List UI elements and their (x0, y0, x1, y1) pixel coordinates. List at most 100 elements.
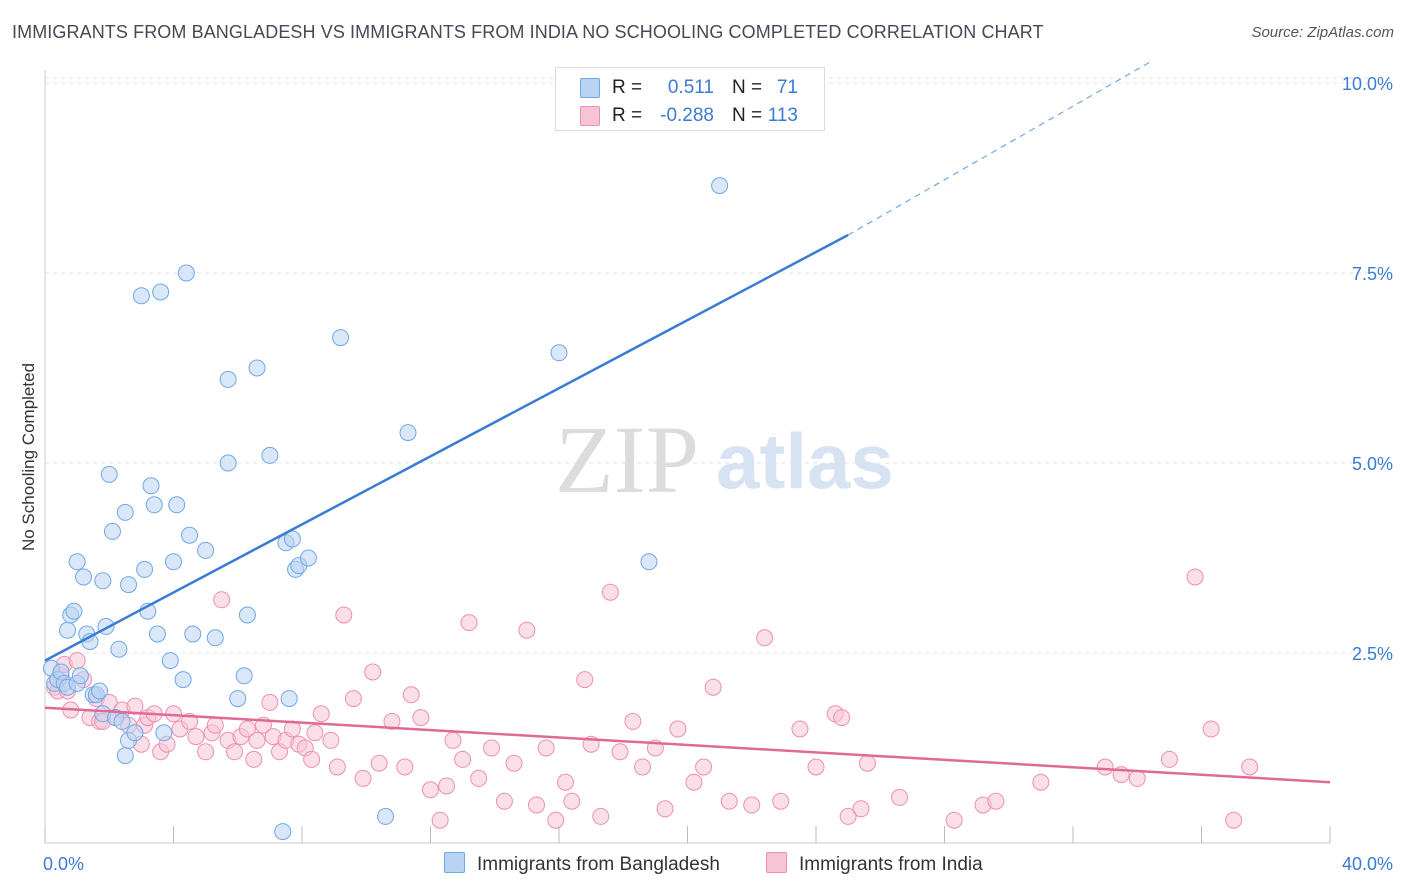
data-point-india (592, 807, 610, 825)
data-point-bangladesh (116, 503, 134, 521)
data-point-india (720, 792, 738, 810)
data-point-bangladesh (280, 690, 298, 708)
y-tick-label: 7.5% (1352, 264, 1393, 284)
data-point-india (396, 758, 414, 776)
data-point-bangladesh (299, 549, 317, 567)
legend-row-india: R = -0.288 N = 113 (556, 101, 824, 129)
data-point-india (1202, 720, 1220, 738)
data-point-bangladesh (332, 329, 350, 347)
data-point-bangladesh (399, 424, 417, 442)
data-point-india (412, 709, 430, 727)
data-point-india (238, 720, 256, 738)
legend-r-label: R = (612, 77, 643, 98)
trend-line-bangladesh (44, 233, 849, 662)
legend-row-bangladesh: R = 0.511 N = 71 (556, 73, 824, 101)
data-point-bangladesh (71, 667, 89, 685)
source-label: Source: ZipAtlas.com (1251, 24, 1394, 41)
data-point-india (261, 693, 279, 711)
data-point-india (669, 720, 687, 738)
data-point-india (470, 769, 488, 787)
data-point-india (518, 621, 536, 639)
data-point-bangladesh (219, 370, 237, 388)
data-point-bangladesh (177, 264, 195, 282)
data-point-india (839, 807, 857, 825)
data-point-india (807, 758, 825, 776)
data-point-india (634, 758, 652, 776)
data-point-india (656, 800, 674, 818)
data-point-india (695, 758, 713, 776)
trend-line-india (44, 706, 1331, 784)
data-point-india (354, 769, 372, 787)
data-point-india (444, 731, 462, 749)
data-point-bangladesh (68, 553, 86, 571)
data-point-india (891, 788, 909, 806)
data-point-india (226, 743, 244, 761)
data-point-bangladesh (120, 576, 138, 594)
data-point-india (306, 724, 324, 742)
data-point-bangladesh (110, 640, 128, 658)
data-point-india (370, 754, 388, 772)
data-point-bangladesh (75, 568, 93, 586)
data-point-india (547, 811, 565, 829)
data-point-bangladesh (550, 344, 568, 362)
legend-r-label: R = (612, 105, 643, 126)
data-point-india (1186, 568, 1204, 586)
data-point-bangladesh (235, 667, 253, 685)
data-point-india (1160, 750, 1178, 768)
data-point-india (601, 583, 619, 601)
data-point-india (312, 705, 330, 723)
data-point-india (303, 750, 321, 768)
data-point-bangladesh (116, 747, 134, 765)
zipatlas-watermark: ZIP atlas (555, 406, 894, 513)
data-point-india (328, 758, 346, 776)
data-point-india (344, 690, 362, 708)
y-tick-label: 10.0% (1342, 74, 1393, 94)
data-point-india (505, 754, 523, 772)
legend-r-value: 0.511 (667, 77, 714, 98)
data-point-bangladesh (377, 807, 395, 825)
y-tick-label: 2.5% (1352, 644, 1393, 664)
data-point-india (126, 697, 144, 715)
data-point-india (206, 716, 224, 734)
data-point-bangladesh (238, 606, 256, 624)
data-point-india (335, 606, 353, 624)
data-point-india (611, 743, 629, 761)
data-point-bangladesh (174, 671, 192, 689)
data-point-india (987, 792, 1005, 810)
data-point-bangladesh (113, 712, 131, 730)
legend-n-value: 71 (776, 77, 798, 98)
data-point-bangladesh (165, 553, 182, 571)
chart-title: IMMIGRANTS FROM BANGLADESH VS IMMIGRANTS… (12, 22, 1044, 42)
data-point-bangladesh (248, 359, 266, 377)
data-point-india (248, 731, 266, 749)
data-point-bangladesh (126, 724, 144, 742)
data-point-india (833, 709, 851, 727)
data-point-bangladesh (91, 682, 109, 700)
trend-lines (44, 59, 1331, 784)
data-point-bangladesh (261, 446, 279, 464)
data-point-india (322, 731, 340, 749)
data-point-india (537, 739, 555, 757)
data-point-india (483, 739, 501, 757)
data-point-india (772, 792, 790, 810)
bottom-legend-bangladesh: Immigrants from Bangladesh (444, 852, 720, 876)
axes: 2.5% 5.0% 7.5% 10.0% 0.0% 40.0% (43, 70, 1393, 874)
data-point-india (791, 720, 809, 738)
data-point-india (704, 678, 722, 696)
data-point-bangladesh (145, 496, 163, 514)
data-point-bangladesh (229, 690, 247, 708)
data-point-bangladesh (168, 496, 186, 514)
data-point-india (1032, 773, 1050, 791)
data-point-india (364, 663, 382, 681)
data-point-bangladesh (58, 621, 76, 639)
data-point-bangladesh (142, 477, 160, 495)
watermark-zip: ZIP (555, 406, 699, 513)
legend-n-label: N = (732, 105, 763, 126)
data-point-bangladesh (155, 724, 173, 742)
data-point-india (213, 591, 231, 609)
y-axis-label: No Schooling Completed (19, 363, 38, 551)
y-tick-label: 5.0% (1352, 454, 1393, 474)
data-point-india (563, 792, 581, 810)
data-point-india (858, 754, 876, 772)
